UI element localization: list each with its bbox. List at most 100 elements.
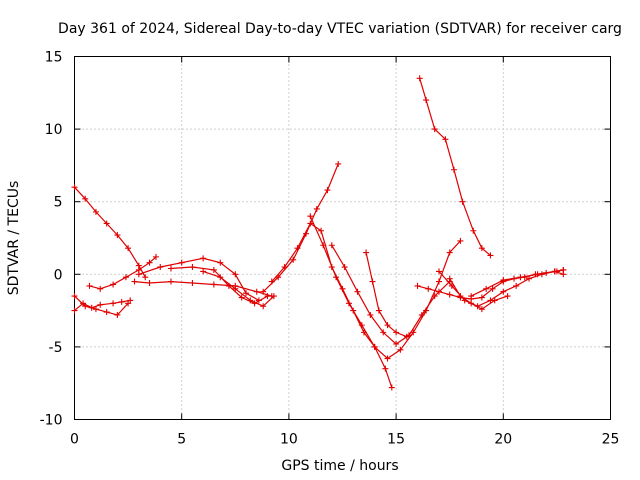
data-point-marker [457,293,464,300]
data-point-marker [110,300,117,307]
data-point-marker [328,242,335,249]
data-point-marker [135,271,142,278]
tick-layer: 0 5 10 15 20 25 -10 -5 0 5 10 15 [40,50,620,448]
series-line [271,222,393,388]
data-point-marker [388,384,395,391]
data-point-marker [435,268,442,275]
data-point-marker [247,297,254,304]
y-tick-label: 5 [54,195,63,211]
data-point-marker [397,346,404,353]
data-point-marker [152,253,159,260]
data-point-marker [414,282,421,289]
data-point-marker [504,293,511,300]
series-line [138,257,260,301]
data-point-marker [320,242,327,249]
data-point-marker [232,285,239,292]
data-point-marker [442,136,449,143]
data-point-marker [80,300,87,307]
data-point-marker [423,97,430,104]
chart-title: Day 361 of 2024, Sidereal Day-to-day VTE… [58,21,622,37]
data-point-marker [534,271,541,278]
data-point-marker [92,208,99,215]
data-point-marker [468,293,475,300]
data-point-marker [313,205,320,212]
data-series-track-1 [71,184,149,281]
data-point-marker [318,227,325,234]
data-series-track-10 [268,220,395,391]
data-point-marker [478,306,485,313]
data-point-marker [178,259,185,266]
data-point-marker [200,268,207,275]
y-axis-label: SDTVAR / TECUs [6,181,22,296]
data-point-marker [189,264,196,271]
data-point-marker [470,227,477,234]
data-point-marker [446,249,453,256]
data-point-marker [478,245,485,252]
data-point-marker [210,281,217,288]
data-point-marker [446,291,453,298]
data-point-marker [146,280,153,287]
data-series-track-11 [307,213,464,362]
data-point-marker [457,237,464,244]
data-point-marker [371,343,378,350]
data-point-marker [418,311,425,318]
data-point-marker [435,288,442,295]
data-point-marker [483,285,490,292]
series-line [74,186,146,278]
grid-layer [74,56,611,420]
x-tick-label: 5 [177,432,186,448]
data-point-marker [384,355,391,362]
data-point-marker [384,322,391,329]
data-point-marker [478,294,485,301]
data-point-marker [500,288,507,295]
data-point-marker [425,285,432,292]
x-tick-label: 0 [70,432,79,448]
data-point-marker [253,288,260,295]
data-point-marker [513,282,520,289]
data-series-track-4 [71,297,134,314]
data-point-marker [92,306,99,313]
x-tick-label: 20 [494,432,512,448]
data-point-marker [167,265,174,272]
data-point-marker [431,126,438,133]
series-line [470,270,564,297]
data-series-track-17 [446,275,511,313]
data-point-marker [200,255,207,262]
data-point-marker [157,264,164,271]
data-series-track-13 [363,249,410,340]
data-point-marker [238,294,245,301]
y-tick-label: 0 [54,267,63,283]
data-point-marker [264,293,271,300]
data-point-marker [127,297,134,304]
data-point-marker [103,220,110,227]
x-tick-label: 15 [387,432,405,448]
data-point-marker [97,301,104,308]
data-point-marker [446,275,453,282]
data-point-marker [189,280,196,287]
data-point-marker [71,293,78,300]
data-point-marker [333,274,340,281]
data-point-marker [489,285,496,292]
data-series-track-9 [260,160,342,295]
data-layer [71,75,567,391]
series-line [134,280,272,297]
data-point-marker [114,311,121,318]
series-line [419,78,491,256]
data-point-marker [270,293,277,300]
data-point-marker [517,274,524,281]
data-point-marker [217,274,224,281]
data-point-marker [217,259,224,266]
data-point-marker [380,329,387,336]
data-series-track-14 [416,75,494,259]
data-point-marker [103,309,110,316]
x-tick-label: 10 [280,432,298,448]
data-point-marker [403,333,410,340]
data-series-track-12 [328,242,453,347]
data-point-marker [487,252,494,259]
data-point-marker [82,195,89,202]
data-series-track-18 [468,268,567,300]
data-point-marker [450,166,457,173]
data-point-marker [122,274,129,281]
data-point-marker [142,274,149,281]
